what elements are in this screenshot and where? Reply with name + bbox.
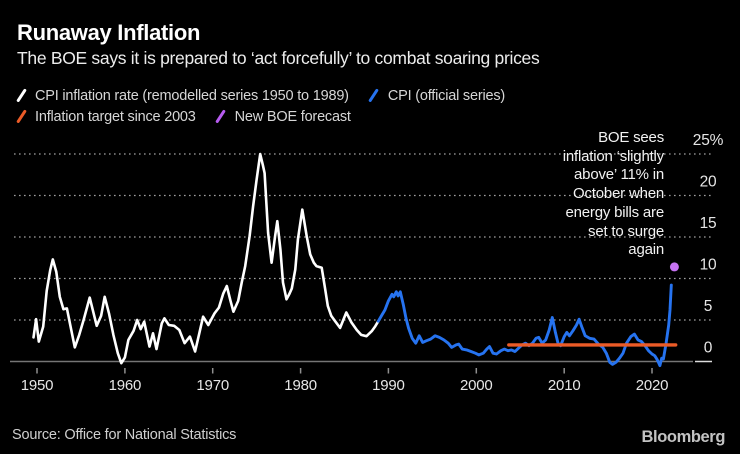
legend-item-inflation-target: Inflation target since 2003	[14, 109, 196, 125]
legend-row-2: Inflation target since 2003 New BOE fore…	[14, 106, 505, 127]
x-tick-label-2000: 2000	[460, 377, 493, 394]
x-tick-label-1970: 1970	[196, 377, 229, 394]
boe-forecast-dot	[669, 262, 679, 272]
forecast-annotation: BOE sees inflation ‘slightly above’ 11% …	[414, 129, 664, 260]
y-tick-label-0: 0	[704, 340, 713, 357]
y-tick-label-5: 5	[704, 298, 712, 315]
y-tick-label-25: 25%	[693, 132, 724, 149]
annotation-line: again	[628, 241, 664, 259]
y-tick-label-10: 10	[700, 257, 717, 274]
x-tick-label-1950: 1950	[21, 377, 54, 394]
x-tick-label-1960: 1960	[109, 377, 142, 394]
legend-row-1: CPI inflation rate (remodelled series 19…	[14, 85, 505, 106]
source-note: Source: Office for National Statistics	[12, 427, 237, 443]
annotation-line: BOE sees	[598, 129, 664, 146]
annotation-line: set to surge	[588, 222, 664, 240]
legend-item-boe-forecast: New BOE forecast	[214, 109, 351, 125]
y-tick-label-20: 20	[700, 174, 717, 191]
x-tick-label-1990: 1990	[372, 377, 405, 394]
x-tick-label-2020: 2020	[636, 377, 669, 394]
cpi-remodelled-line	[32, 152, 380, 365]
chart-legend: CPI inflation rate (remodelled series 19…	[14, 85, 505, 127]
bloomberg-logo: Bloomberg	[641, 428, 726, 446]
chart-subtitle: The BOE says it is prepared to ‘act forc…	[17, 48, 540, 68]
page-title: Runaway Inflation	[17, 20, 201, 45]
legend-label-boe-forecast: New BOE forecast	[234, 108, 351, 125]
legend-label-cpi-remodelled: CPI inflation rate (remodelled series 19…	[35, 87, 349, 104]
annotation-line: inflation ‘slightly	[562, 147, 664, 165]
annotation-line: above’ 11% in	[574, 166, 664, 184]
x-tick-label-1980: 1980	[284, 377, 317, 394]
x-tick-label-2010: 2010	[548, 377, 581, 394]
legend-label-inflation-target: Inflation target since 2003	[35, 108, 196, 125]
annotation-line: energy bills are	[565, 203, 664, 221]
legend-item-cpi-official: CPI (official series)	[367, 88, 505, 104]
legend-item-cpi-remodelled: CPI inflation rate (remodelled series 19…	[14, 88, 349, 104]
y-tick-label-15: 15	[700, 215, 717, 232]
legend-label-cpi-official: CPI (official series)	[387, 87, 506, 104]
cpi-official-line	[376, 283, 673, 368]
annotation-line: October when	[573, 185, 664, 203]
